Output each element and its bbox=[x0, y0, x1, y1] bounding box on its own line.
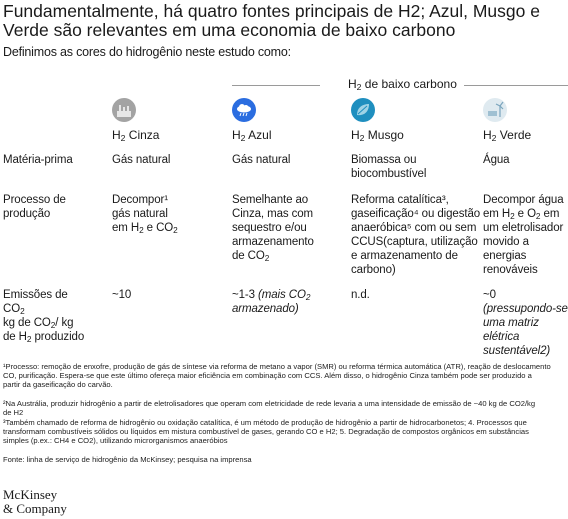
column-h2-musgo: H2 Musgo bbox=[351, 128, 404, 144]
footnote-1-line-3: partir da gaseificação do carvão. bbox=[3, 380, 113, 389]
low-carbon-rule-right bbox=[464, 85, 568, 86]
row-label-feedstock: Matéria-prima bbox=[3, 154, 73, 166]
footnote-3-line-3: simples (p.ex.: CH4 e CO2), utilizando m… bbox=[3, 436, 228, 445]
low-carbon-label: H2 de baixo carbono bbox=[348, 77, 457, 93]
blue-cloud-icon bbox=[232, 98, 256, 122]
feedstock-cinza: Gás natural bbox=[112, 154, 171, 166]
footnote-3-line-2: transformam combustíveis sólidos ou líqu… bbox=[3, 427, 529, 436]
source-note: Fonte: linha de serviço de hidrogênio da… bbox=[3, 455, 252, 464]
process-musgo: Reforma catalítica³, gaseificação⁴ ou di… bbox=[351, 194, 481, 276]
footnote-1-line-1: ¹Processo: remoção de enxofre, produção … bbox=[3, 362, 551, 371]
factory-icon bbox=[112, 98, 136, 122]
footnote-2-line-1: ²Na Austrália, produzir hidrogênio a par… bbox=[3, 399, 536, 408]
footnote-3-line-1: ³Também chamado de reforma de hidrogênio… bbox=[3, 418, 527, 427]
column-h2-cinza: H2 Cinza bbox=[112, 128, 160, 144]
leaf-icon bbox=[351, 98, 375, 122]
feedstock-verde: Água bbox=[483, 154, 510, 166]
emissions-musgo: n.d. bbox=[351, 289, 370, 301]
feedstock-musgo: Biomassa ou biocombustível bbox=[351, 154, 427, 180]
intro-text: Definimos as cores do hidrogênio neste e… bbox=[3, 45, 291, 59]
page-title: Fundamentalmente, há quatro fontes princ… bbox=[3, 1, 540, 40]
column-h2-verde: H2 Verde bbox=[483, 128, 532, 144]
low-carbon-header: H2 de baixo carbono bbox=[232, 77, 568, 93]
footnote-2-line-2: de H2 bbox=[3, 408, 24, 417]
row-label-process: Processo de produção bbox=[3, 194, 66, 220]
column-h2-azul: H2 Azul bbox=[232, 128, 272, 144]
footnote-1-line-2: CO, purificação. Espera-se que este últi… bbox=[3, 371, 532, 380]
process-verde: Decompor água em H2 e O2 em um eletrolis… bbox=[483, 194, 564, 276]
emissions-azul: ~1-3 (mais CO2 armazenado) bbox=[232, 289, 311, 315]
emissions-verde: ~0 (pressupondo-se uma matriz elétrica s… bbox=[483, 289, 568, 357]
wind-solar-icon bbox=[483, 98, 507, 122]
process-azul: Semelhante ao Cinza, mas com sequestro e… bbox=[232, 194, 314, 264]
low-carbon-rule-left bbox=[232, 85, 320, 86]
mckinsey-logo: McKinsey & Company bbox=[3, 487, 67, 516]
emissions-cinza: ~10 bbox=[112, 289, 132, 301]
process-cinza: Decompor¹ gás natural em H2 e CO2 bbox=[112, 194, 178, 236]
feedstock-azul: Gás natural bbox=[232, 154, 291, 166]
row-label-emissions: Emissões de CO2 kg de CO2/ kg de H2 prod… bbox=[3, 289, 85, 345]
